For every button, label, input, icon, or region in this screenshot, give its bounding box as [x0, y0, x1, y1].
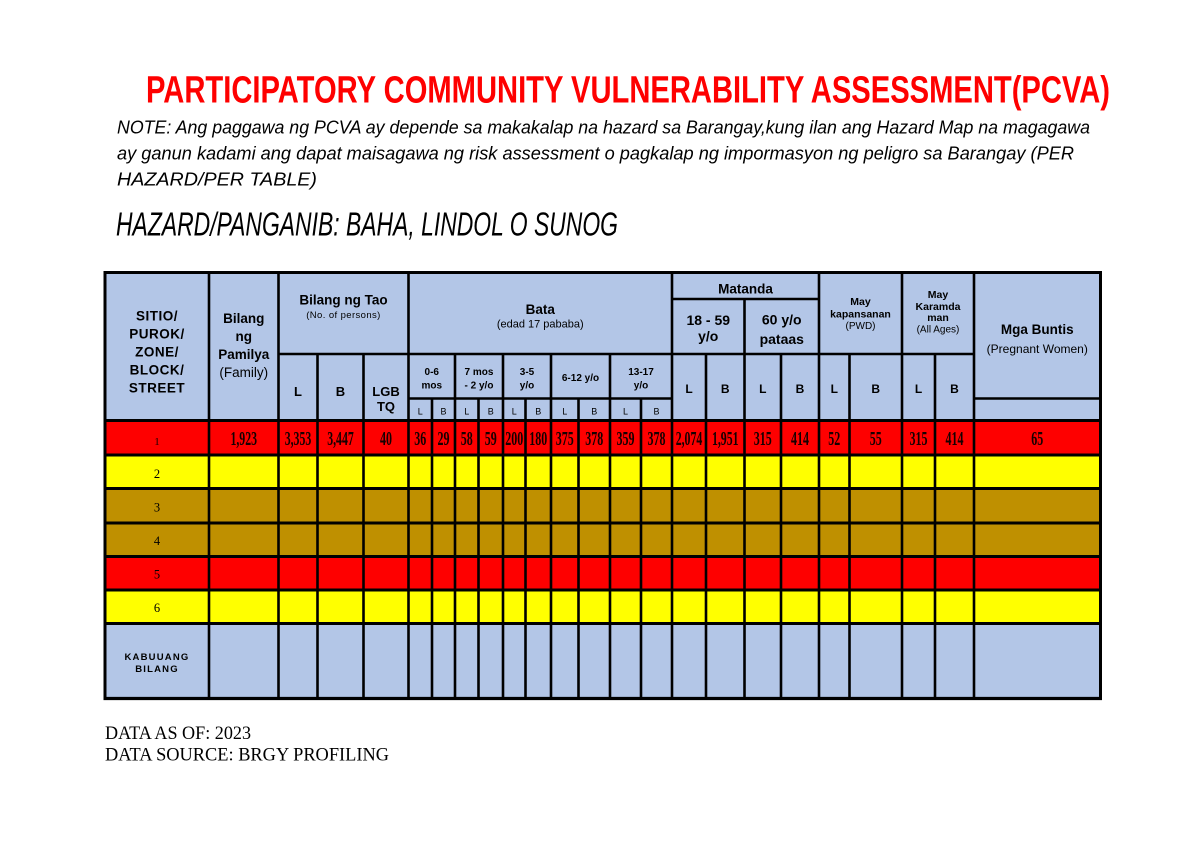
svg-text:Bilang ng Tao: Bilang ng Tao [299, 293, 387, 308]
svg-text:L: L [512, 407, 517, 417]
svg-text:- 2 y/o: - 2 y/o [465, 381, 494, 392]
svg-text:DATA AS OF: 2023: DATA AS OF: 2023 [105, 723, 251, 744]
svg-text:Bilang: Bilang [223, 311, 264, 326]
svg-text:May: May [850, 296, 871, 308]
svg-text:3-5: 3-5 [520, 367, 535, 378]
svg-text:55: 55 [870, 428, 882, 450]
svg-text:PARTICIPATORY COMMUNITY VULNER: PARTICIPATORY COMMUNITY VULNERABILITY AS… [146, 70, 1110, 112]
svg-text:kapansanan: kapansanan [830, 309, 891, 321]
svg-text:L: L [685, 382, 692, 396]
svg-text:1,923: 1,923 [230, 428, 257, 450]
svg-text:BLOCK/: BLOCK/ [130, 363, 185, 378]
svg-text:65: 65 [1031, 428, 1043, 450]
svg-text:L: L [831, 382, 838, 396]
svg-text:mos: mos [421, 381, 442, 392]
svg-text:man: man [927, 312, 949, 324]
svg-text:NOTE: Ang paggawa ng PCVA ay d: NOTE: Ang paggawa ng PCVA ay depende sa … [117, 118, 1090, 138]
svg-text:B: B [721, 382, 730, 396]
svg-text:414: 414 [791, 428, 809, 450]
svg-text:(All Ages): (All Ages) [917, 325, 960, 336]
svg-text:52: 52 [828, 428, 840, 450]
svg-text:(No. of persons): (No. of persons) [306, 310, 381, 321]
svg-text:B: B [488, 407, 494, 417]
svg-text:y/o: y/o [520, 381, 534, 392]
svg-text:L: L [294, 384, 302, 399]
svg-text:PUROK/: PUROK/ [129, 327, 185, 342]
svg-text:TQ: TQ [377, 399, 395, 414]
svg-text:13-17: 13-17 [628, 367, 654, 378]
svg-text:414: 414 [946, 428, 964, 450]
svg-text:Pamilya: Pamilya [218, 347, 270, 362]
svg-text:Mga Buntis: Mga Buntis [1001, 322, 1074, 337]
svg-text:(edad 17 pababa): (edad 17 pababa) [497, 319, 584, 331]
svg-text:5: 5 [154, 568, 160, 582]
svg-text:3: 3 [154, 501, 160, 515]
svg-text:L: L [759, 382, 766, 396]
svg-text:B: B [591, 407, 597, 417]
svg-text:58: 58 [461, 428, 473, 450]
svg-text:18 - 59: 18 - 59 [686, 312, 730, 328]
svg-text:200: 200 [505, 428, 523, 450]
svg-text:(Family): (Family) [219, 365, 268, 380]
svg-text:Matanda: Matanda [718, 282, 773, 297]
svg-text:L: L [464, 407, 469, 417]
svg-text:L: L [562, 407, 567, 417]
svg-text:359: 359 [617, 428, 635, 450]
svg-text:378: 378 [648, 428, 666, 450]
svg-text:ZONE/: ZONE/ [135, 345, 179, 360]
svg-text:SITIO/: SITIO/ [136, 309, 178, 324]
svg-text:L: L [915, 382, 922, 396]
svg-text:STREET: STREET [129, 381, 186, 396]
svg-text:B: B [440, 407, 446, 417]
svg-text:B: B [535, 407, 541, 417]
svg-text:3,353: 3,353 [285, 428, 312, 450]
svg-text:May: May [928, 289, 949, 301]
svg-text:7 mos: 7 mos [465, 367, 494, 378]
svg-text:HAZARD/PER TABLE): HAZARD/PER TABLE) [117, 170, 317, 190]
svg-text:1,951: 1,951 [712, 428, 739, 450]
svg-text:4: 4 [154, 534, 161, 548]
svg-text:B: B [336, 384, 345, 399]
svg-text:Bata: Bata [526, 302, 556, 317]
svg-text:315: 315 [754, 428, 772, 450]
svg-text:(Pregnant Women): (Pregnant Women) [987, 342, 1088, 356]
svg-text:40: 40 [380, 428, 392, 450]
svg-text:(PWD): (PWD) [846, 321, 876, 332]
svg-text:BILANG: BILANG [135, 664, 179, 675]
svg-text:0-6: 0-6 [425, 367, 440, 378]
svg-text:3,447: 3,447 [327, 428, 354, 450]
svg-text:y/o: y/o [634, 381, 648, 392]
svg-text:36: 36 [414, 428, 426, 450]
svg-text:375: 375 [556, 428, 574, 450]
svg-text:L: L [623, 407, 628, 417]
svg-text:B: B [796, 382, 805, 396]
svg-text:59: 59 [485, 428, 497, 450]
svg-text:2: 2 [154, 467, 160, 481]
svg-text:29: 29 [438, 428, 450, 450]
svg-text:L: L [418, 407, 423, 417]
svg-text:Karamda: Karamda [916, 301, 961, 313]
svg-text:378: 378 [585, 428, 603, 450]
svg-text:B: B [950, 382, 959, 396]
svg-text:y/o: y/o [698, 328, 718, 344]
svg-text:KABUUANG: KABUUANG [124, 652, 189, 663]
svg-text:2,074: 2,074 [676, 428, 703, 450]
svg-text:315: 315 [910, 428, 928, 450]
svg-text:ng: ng [236, 329, 253, 344]
svg-text:B: B [653, 407, 659, 417]
svg-text:pataas: pataas [760, 331, 805, 347]
svg-text:60 y/o: 60 y/o [762, 312, 802, 328]
svg-text:ay ganun kadami ang dapat mais: ay ganun kadami ang dapat maisagawa ng r… [117, 144, 1074, 164]
svg-text:180: 180 [529, 428, 547, 450]
svg-text:HAZARD/PANGANIB: BAHA, LINDOL: HAZARD/PANGANIB: BAHA, LINDOL O SUNOG [116, 206, 618, 243]
svg-text:1: 1 [154, 436, 160, 448]
svg-text:B: B [871, 382, 880, 396]
svg-text:LGB: LGB [372, 384, 399, 399]
svg-text:6: 6 [154, 601, 160, 615]
svg-text:DATA SOURCE: BRGY PROFILING: DATA SOURCE: BRGY PROFILING [105, 745, 389, 766]
svg-text:6-12 y/o: 6-12 y/o [562, 373, 599, 384]
